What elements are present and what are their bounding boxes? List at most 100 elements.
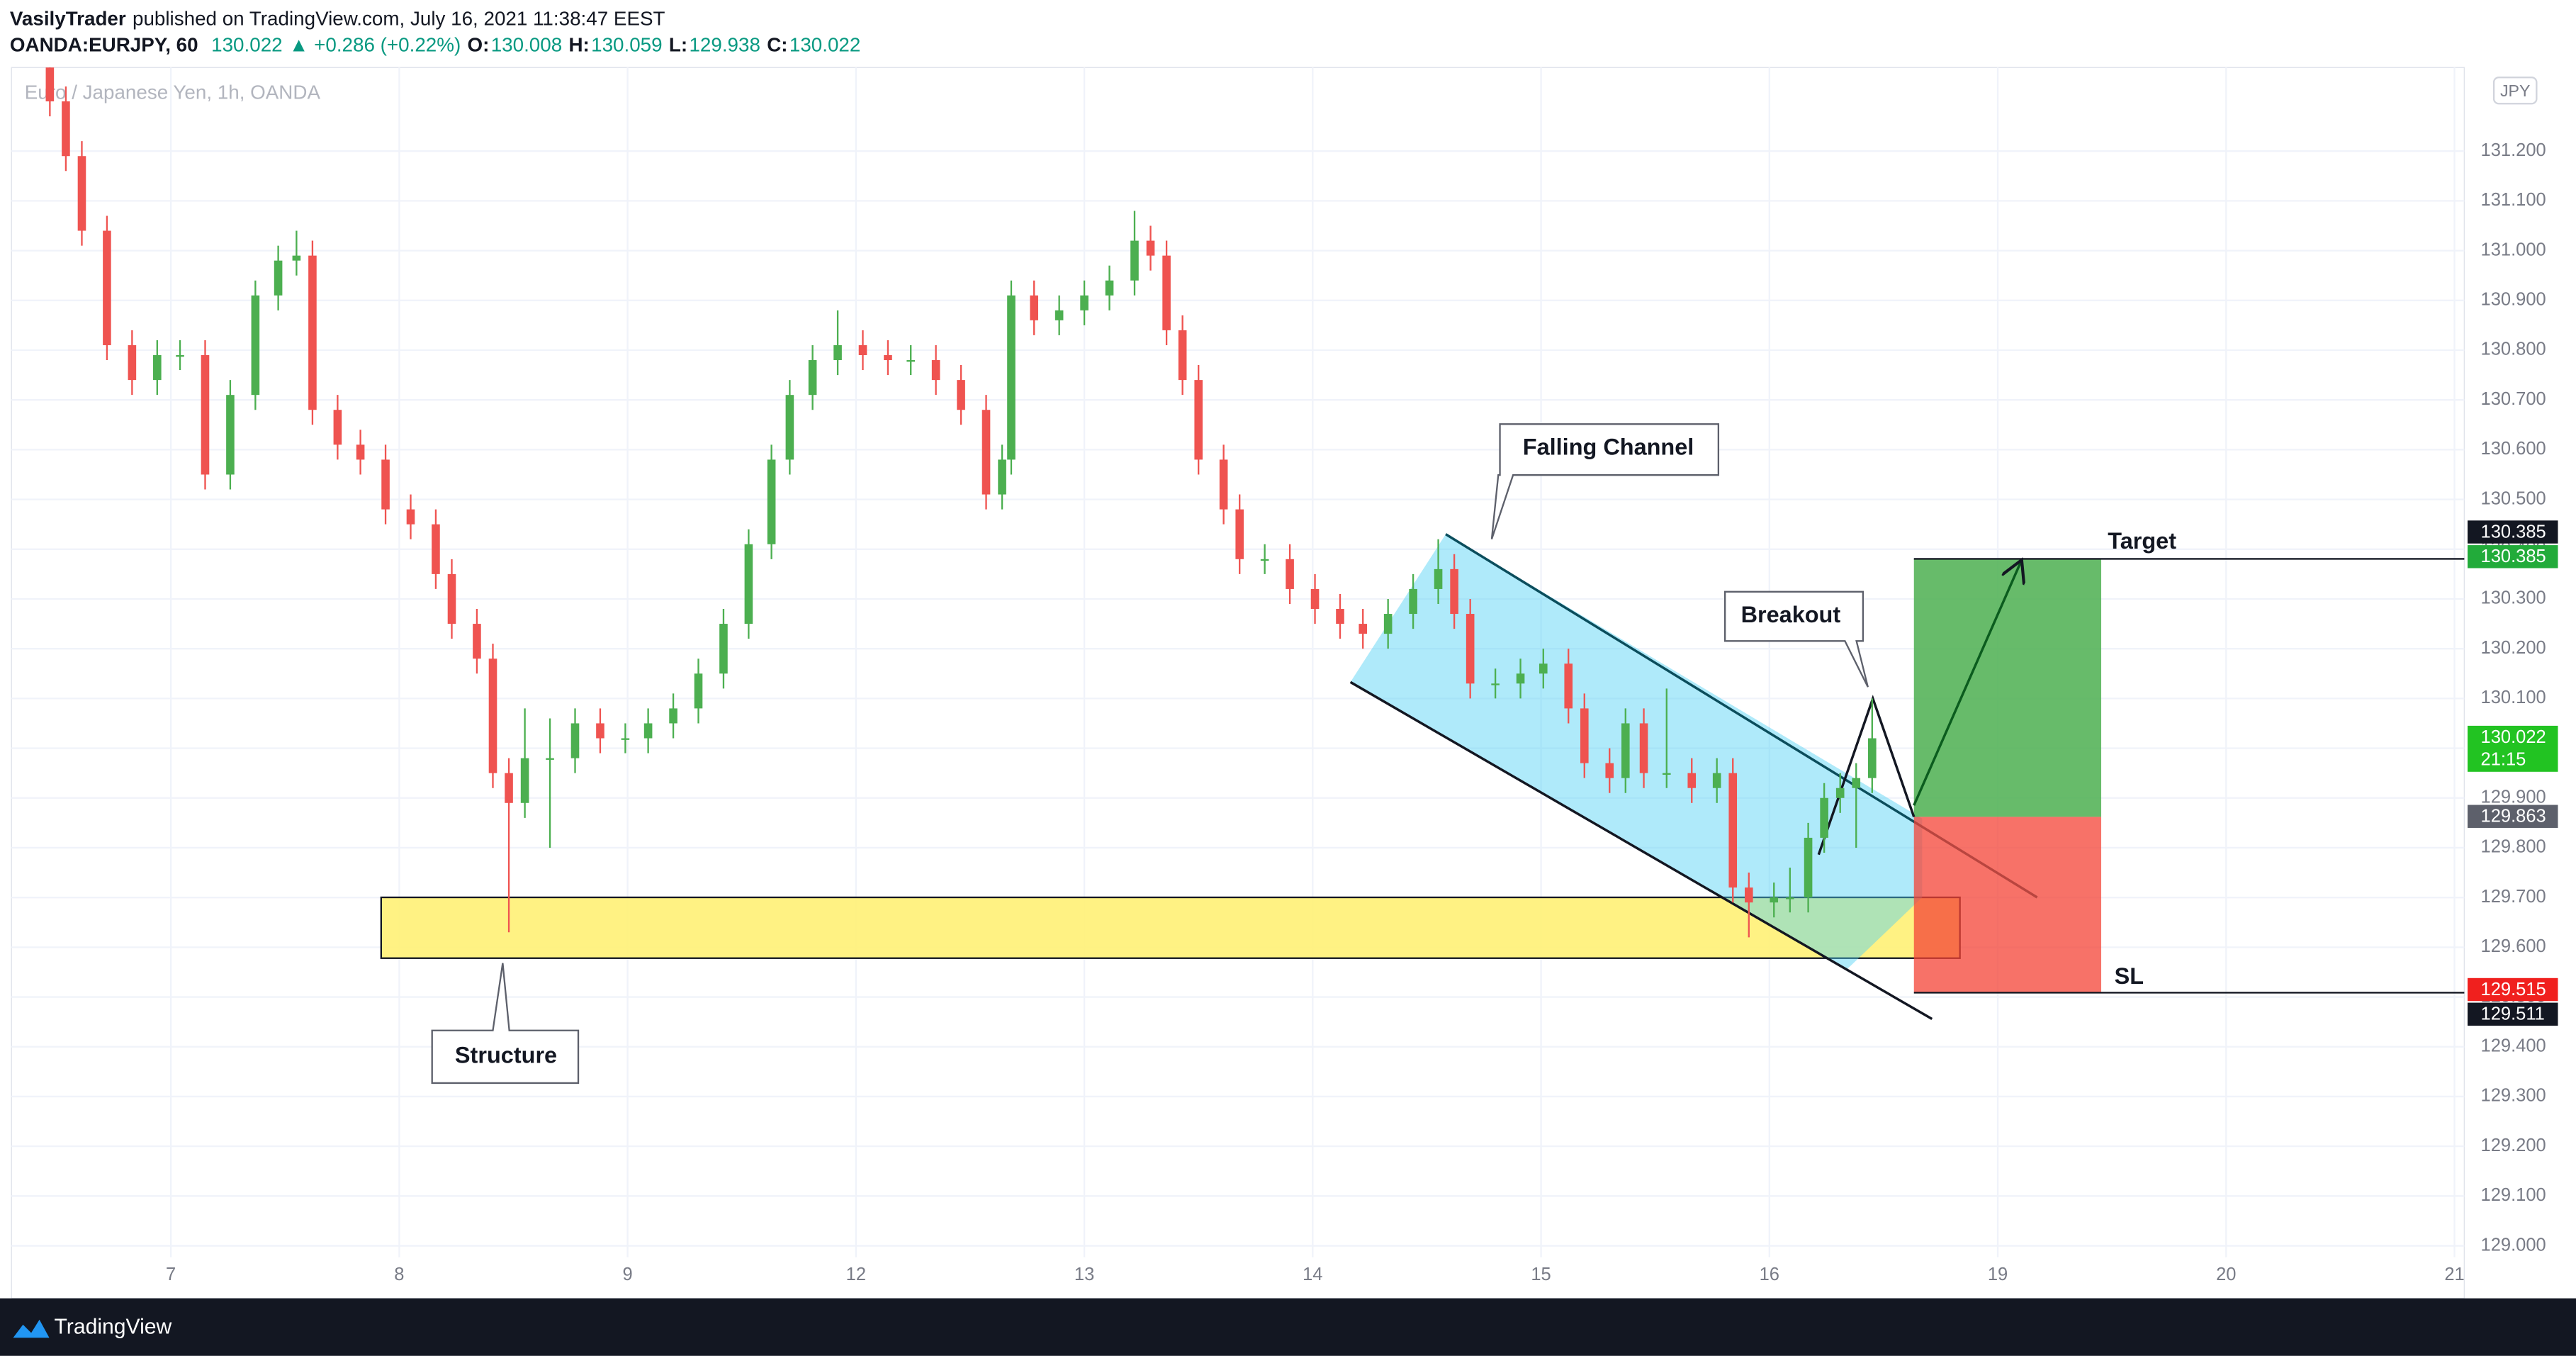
publisher: VasilyTrader bbox=[10, 7, 126, 29]
candle-body bbox=[128, 344, 137, 381]
x-tick-label: 14 bbox=[1303, 1265, 1322, 1284]
y-tick-label: 129.300 bbox=[2481, 1086, 2546, 1106]
y-tick-label: 131.200 bbox=[2481, 140, 2546, 160]
candle-body bbox=[1786, 897, 1794, 900]
candle-body bbox=[381, 459, 390, 510]
candle-body bbox=[1359, 624, 1368, 634]
candle-body bbox=[621, 738, 630, 740]
instrument: Euro / Japanese Yen, 1h, OANDA bbox=[25, 82, 321, 103]
candle-body bbox=[906, 360, 915, 362]
candle-body bbox=[1007, 295, 1016, 460]
candle-body bbox=[153, 355, 162, 381]
candle-body bbox=[473, 624, 481, 659]
candle-body bbox=[957, 380, 965, 410]
x-tick-label: 7 bbox=[166, 1265, 176, 1284]
quote-part: 130.008 bbox=[491, 33, 562, 55]
brand: TradingView bbox=[55, 1315, 172, 1338]
symbol: OANDA:EURJPY, 60 bbox=[10, 33, 198, 55]
price-badge-label: 130.385 bbox=[2481, 522, 2546, 542]
y-tick-label: 129.400 bbox=[2481, 1036, 2546, 1055]
currency-box bbox=[2492, 77, 2538, 105]
candle-body bbox=[356, 444, 365, 460]
candle-body bbox=[1868, 738, 1877, 778]
candle-body bbox=[1235, 509, 1244, 559]
candle-body bbox=[1687, 773, 1697, 788]
candle-body bbox=[1105, 280, 1114, 296]
candle-body bbox=[520, 758, 529, 803]
candle-body bbox=[1336, 609, 1344, 624]
currency: JPY bbox=[2500, 82, 2531, 100]
structure-callout bbox=[431, 963, 580, 1085]
candle-body bbox=[1820, 797, 1828, 838]
candle-body bbox=[1194, 380, 1203, 460]
target-arrow bbox=[1913, 562, 2021, 806]
quote-part: L: bbox=[669, 33, 687, 55]
candle-body bbox=[719, 624, 728, 674]
y-tick-label: 131.100 bbox=[2481, 190, 2546, 210]
candle-body bbox=[1286, 559, 1294, 589]
candle-body bbox=[103, 230, 111, 345]
candle-body bbox=[1539, 663, 1548, 674]
quote-part: 130.022 bbox=[211, 33, 282, 55]
y-tick-label: 130.600 bbox=[2481, 439, 2546, 459]
candle-body bbox=[596, 723, 604, 739]
candle-body bbox=[1621, 723, 1630, 778]
candle-body bbox=[406, 509, 415, 525]
candle-body bbox=[1383, 614, 1393, 634]
candle-body bbox=[858, 344, 867, 356]
price-badge bbox=[2467, 520, 2558, 544]
x-tick-label: 12 bbox=[846, 1265, 866, 1284]
price-badge bbox=[2467, 977, 2558, 1002]
y-tick-label: 130.100 bbox=[2481, 688, 2546, 707]
footer bbox=[0, 1298, 2576, 1356]
price-badge bbox=[2467, 1002, 2558, 1026]
candle-body bbox=[274, 260, 283, 296]
candle-body bbox=[982, 410, 991, 495]
price-badge-label: 130.385 bbox=[2481, 547, 2546, 566]
candle-body bbox=[1450, 568, 1458, 615]
target-zone bbox=[1913, 559, 2102, 817]
candle-body bbox=[1178, 330, 1187, 381]
candle-body bbox=[669, 708, 677, 724]
structure-zone bbox=[380, 896, 1961, 959]
breakout-callout bbox=[1723, 590, 1869, 688]
candle-body bbox=[1580, 708, 1589, 763]
x-tick-label: 15 bbox=[1531, 1265, 1551, 1284]
candle-body bbox=[643, 723, 653, 739]
brand-logo bbox=[13, 1319, 50, 1338]
candle-body bbox=[1491, 683, 1500, 685]
y-tick-label: 130.500 bbox=[2481, 488, 2546, 508]
candle-body bbox=[1804, 837, 1813, 898]
candle-body bbox=[62, 101, 70, 157]
y-tick-label: 130.200 bbox=[2481, 638, 2546, 658]
candle-body bbox=[505, 773, 513, 803]
y-tick-label: 131.000 bbox=[2481, 240, 2546, 259]
channel-fill bbox=[1350, 534, 1923, 970]
y-tick-label: 130.800 bbox=[2481, 340, 2546, 359]
candle-body bbox=[1054, 310, 1064, 320]
price-badge bbox=[2467, 545, 2558, 568]
candle-body bbox=[176, 355, 184, 357]
candle-body bbox=[226, 395, 235, 475]
price-badge-label: 129.863 bbox=[2481, 807, 2546, 827]
candle-body bbox=[1516, 673, 1525, 684]
quote-part: H: bbox=[568, 33, 589, 55]
candle-body bbox=[1080, 295, 1089, 310]
x-tick-label: 9 bbox=[623, 1265, 633, 1284]
target-label: Target bbox=[2108, 528, 2176, 554]
x-tick-label: 13 bbox=[1074, 1265, 1094, 1284]
quote-part: ▲ +0.286 (+0.22%) bbox=[289, 33, 461, 55]
price-badge-label: 129.515 bbox=[2481, 980, 2546, 999]
candle-body bbox=[1745, 887, 1753, 903]
candle-body bbox=[1770, 897, 1779, 903]
candle-body bbox=[1162, 255, 1171, 330]
quote-part: 129.938 bbox=[689, 33, 760, 55]
candle-body bbox=[1852, 778, 1861, 788]
y-tick-label: 129.100 bbox=[2481, 1185, 2546, 1205]
x-tick-label: 20 bbox=[2216, 1265, 2236, 1284]
quote-part: O: bbox=[468, 33, 490, 55]
y-tick-label: 130.300 bbox=[2481, 588, 2546, 608]
candle-body bbox=[1466, 614, 1475, 684]
